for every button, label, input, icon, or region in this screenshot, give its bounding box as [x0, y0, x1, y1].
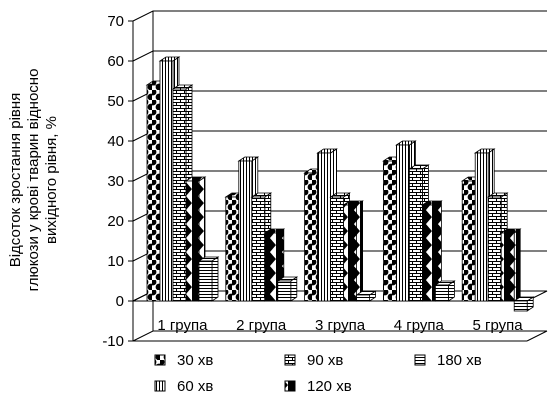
bar [499, 228, 522, 302]
legend-label: 120 хв [307, 378, 352, 395]
x-category-label: 3 група [315, 317, 366, 334]
legend-label: 60 хв [177, 378, 213, 395]
bar [355, 290, 377, 302]
y-tick-label: 0 [116, 293, 124, 310]
bars [145, 56, 535, 312]
bar [421, 200, 443, 302]
y-tick-label: 70 [107, 13, 124, 30]
y-tick-label: 10 [107, 253, 124, 270]
gridline [132, 50, 547, 62]
x-axis-depth-edge [526, 330, 548, 342]
legend-label: 30 хв [177, 352, 213, 369]
gridline [132, 130, 547, 142]
y-tick-label: 60 [107, 53, 124, 70]
y-tick-label: -10 [102, 333, 124, 350]
legend: 30 хв 60 хв 90 хв 120 хв 180 хв [154, 352, 482, 395]
bar [276, 276, 299, 302]
y-tick-label: 50 [107, 93, 124, 110]
legend-swatch [414, 354, 426, 366]
y-axis-label-line-1: Відсоток зростання рівня [7, 93, 24, 268]
legend-item: 120 хв [284, 378, 352, 395]
y-tick-label: 30 [107, 173, 124, 190]
legend-item: 30 хв [154, 352, 213, 369]
legend-swatch [154, 380, 166, 392]
legend-item: 60 хв [154, 378, 213, 395]
legend-item: 90 хв [284, 352, 343, 369]
y-axis-label-line-2: глюкози у крові тварин відносно [25, 69, 42, 292]
legend-swatch [154, 354, 166, 366]
gridline [132, 10, 547, 22]
y-axis-label-line-3: вихідного рівня, % [43, 116, 60, 244]
legend-label: 90 хв [307, 352, 343, 369]
category-labels: 1 група 2 група 3 група 4 група 5 група [157, 317, 523, 334]
legend-swatch [284, 354, 296, 366]
x-category-label: 1 група [157, 317, 208, 334]
x-category-label: 4 група [394, 317, 445, 334]
bar [342, 200, 364, 302]
y-tick-label: 20 [107, 213, 124, 230]
legend-label: 180 хв [437, 352, 482, 369]
gridline [132, 330, 547, 342]
x-category-label: 5 група [473, 317, 524, 334]
x-category-label: 2 група [236, 317, 287, 334]
legend-swatch [284, 380, 296, 392]
bar [512, 296, 535, 312]
y-tick-label: 40 [107, 133, 124, 150]
bar [434, 280, 456, 302]
legend-item: 180 хв [414, 352, 482, 369]
bar [197, 256, 220, 302]
gridline [132, 90, 547, 102]
